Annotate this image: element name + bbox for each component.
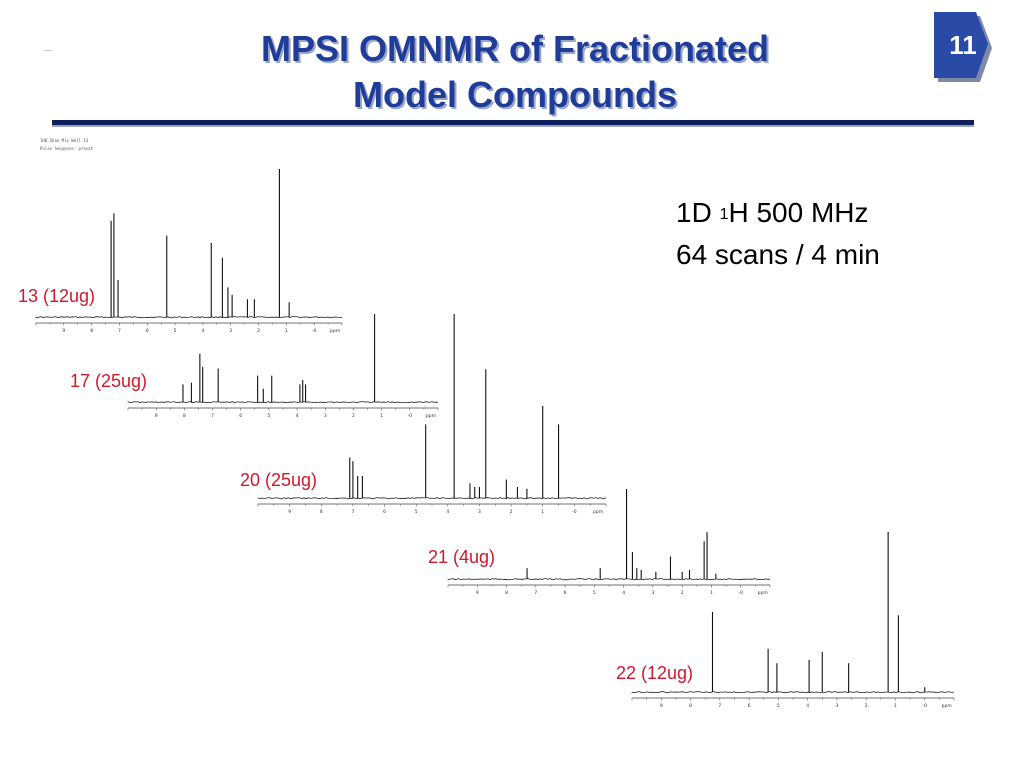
axis-tick-label: 3 (651, 590, 654, 596)
axis-tick-label: 9 (62, 328, 65, 334)
spectrum-22: 9 8 7 6 5 4 3 2 1 -0 ppm (631, 532, 955, 709)
axis-tick-label: -0 (922, 703, 927, 709)
axis-tick-label: 6 (748, 703, 751, 709)
axis-tick-label: 5 (777, 703, 780, 709)
axis-tick-label: 2 (865, 703, 868, 709)
axis-tick-label: 2 (681, 590, 684, 596)
axis-tick-label: 1 (285, 328, 288, 334)
axis-tick-label: 3 (229, 328, 232, 334)
axis-tick-label: -0 (738, 590, 743, 596)
axis-tick-label: 8 (183, 413, 186, 419)
axis-tick-label: 4 (446, 509, 449, 515)
spectrum-baseline (127, 401, 439, 404)
axis-tick-label: 9 (660, 703, 663, 709)
axis-tick-label: -0 (408, 413, 413, 419)
axis-tick-label: 5 (174, 328, 177, 334)
axis-tick-label: 6 (564, 590, 567, 596)
decorative-dash (44, 50, 52, 51)
axis-tick-label: 4 (201, 328, 204, 334)
spectrum-label-17: 17 (25ug) (70, 371, 148, 391)
acquisition-info-line-1: 1D 1H 500 MHz (676, 196, 869, 230)
title-line-2: Model Compounds (353, 74, 677, 115)
page-badge-shape (934, 12, 992, 82)
spectrum-17: 9 8 7 6 5 4 3 2 1 -0 ppm (127, 314, 439, 419)
axis-tick-label: 8 (505, 590, 508, 596)
axis-tick-label: 3 (324, 413, 327, 419)
info-superscript: 1 (719, 206, 729, 223)
axis-tick-label: 1 (541, 509, 544, 515)
axis-tick-label: ppm (593, 510, 603, 515)
axis-tick-label: ppm (426, 414, 436, 419)
spectrum-baseline (35, 316, 343, 319)
title-underline (52, 120, 974, 125)
axis-tick-label: 5 (415, 509, 418, 515)
axis-tick-label: 3 (835, 703, 838, 709)
spectrum-baseline (257, 497, 607, 500)
spectrum-header-line-2: Pulse Sequence: presat (40, 146, 93, 151)
axis-tick-label: 6 (146, 328, 149, 334)
axis-tick-label: ppm (758, 591, 768, 596)
acquisition-info-line-2: 64 scans / 4 min (676, 239, 880, 270)
info-prefix: 1D (676, 197, 720, 228)
axis-tick-label: 8 (689, 703, 692, 709)
axis-tick-label: 7 (718, 703, 721, 709)
axis-tick-label: -0 (572, 509, 577, 515)
axis-tick-label: 4 (296, 413, 299, 419)
axis-tick-label: -0 (312, 328, 317, 334)
spectrum-header-line-1: 1H0 Shao Mix Well 13 (40, 138, 89, 143)
spectrum-label-22: 22 (12ug) (616, 663, 694, 683)
axis-tick-label: 5 (267, 413, 270, 419)
axis-tick-label: ppm (942, 704, 952, 709)
slide-title: MPSI OMNMR of Fractionated Model Compoun… (140, 26, 890, 118)
axis-tick-label: 3 (478, 509, 481, 515)
axis-tick-label: 2 (352, 413, 355, 419)
axis-tick-label: 7 (351, 509, 354, 515)
axis-tick-label: 1 (894, 703, 897, 709)
spectrum-label-21: 21 (4ug) (428, 547, 496, 567)
spectrum-20: 9 8 7 6 5 4 3 2 1 -0 ppm (257, 314, 607, 515)
axis-tick-label: ppm (330, 329, 340, 334)
axis-tick-label: 8 (90, 328, 93, 334)
axis-tick-label: 9 (288, 509, 291, 515)
axis-tick-label: 6 (239, 413, 242, 419)
axis-tick-label: 2 (257, 328, 260, 334)
axis-tick-label: 6 (383, 509, 386, 515)
axis-tick-label: 5 (593, 590, 596, 596)
axis-tick-label: 1 (380, 413, 383, 419)
axis-tick-label: 7 (211, 413, 214, 419)
axis-tick-label: 9 (155, 413, 158, 419)
title-line-1: MPSI OMNMR of Fractionated (260, 28, 769, 69)
spectrum-label-13: 13 (12ug) (18, 286, 96, 306)
axis-tick-label: 4 (622, 590, 625, 596)
axis-tick-label: 7 (534, 590, 537, 596)
axis-tick-label: 2 (510, 509, 513, 515)
spectrum-label-20: 20 (25ug) (240, 470, 318, 490)
page-number: 11 (949, 30, 977, 60)
axis-tick-label: 1 (710, 590, 713, 596)
spectrum-13: 9 8 7 6 5 4 3 2 1 -0 ppm (35, 169, 343, 334)
spectrum-21: 9 8 7 6 5 4 3 2 1 -0 ppm (447, 489, 771, 596)
axis-tick-label: 8 (320, 509, 323, 515)
axis-tick-label: 9 (476, 590, 479, 596)
info-suffix: H 500 MHz (728, 197, 869, 228)
spectrum-baseline (631, 691, 955, 694)
axis-tick-label: 4 (806, 703, 809, 709)
axis-tick-label: 7 (118, 328, 121, 334)
